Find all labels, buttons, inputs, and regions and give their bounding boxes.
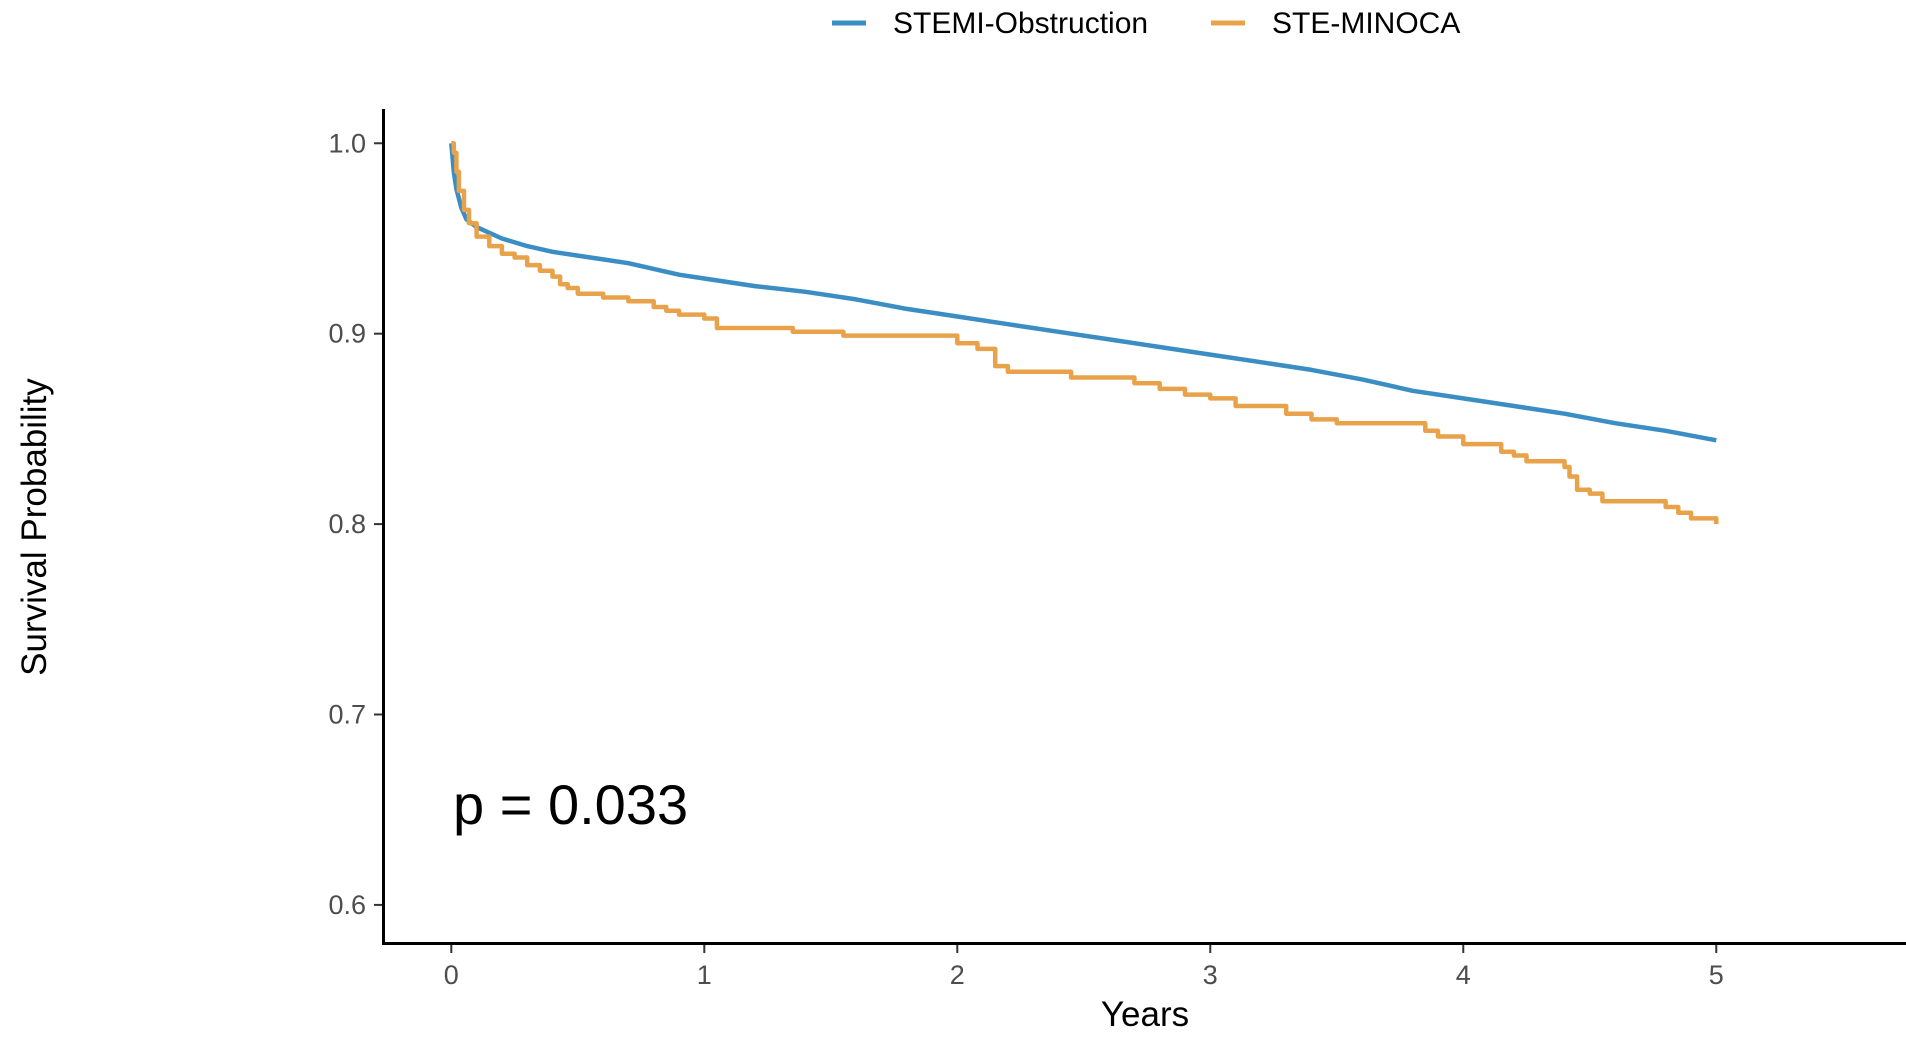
x-tick-label: 1 (697, 960, 712, 990)
y-tick-label: 0.7 (328, 700, 366, 730)
legend-label-ste-minoca: STE-MINOCA (1272, 7, 1460, 40)
y-axis-title: Survival Probability (15, 378, 54, 676)
x-tick-label: 0 (444, 960, 459, 990)
y-tick-label: 1.0 (328, 128, 366, 158)
y-tick-label: 0.6 (328, 890, 366, 920)
series-line-ste-minoca (451, 141, 1719, 525)
x-tick-label: 5 (1709, 960, 1724, 990)
x-tick-label: 3 (1203, 960, 1218, 990)
x-axis-title: Years (1101, 995, 1189, 1034)
y-tick-label: 0.9 (328, 319, 366, 349)
series-line-stemi-obstruction (449, 143, 1717, 443)
legend: STEMI-Obstruction STE-MINOCA (832, 7, 1460, 40)
y-axis-ticks: 0.6 0.7 0.8 0.9 1.0 (328, 128, 383, 920)
series-layer (449, 141, 1719, 525)
x-tick-label: 4 (1456, 960, 1471, 990)
x-tick-label: 2 (950, 960, 965, 990)
y-tick-label: 0.8 (328, 509, 366, 539)
legend-label-stemi-obstruction: STEMI-Obstruction (893, 7, 1148, 40)
x-axis-ticks: 0 1 2 3 4 5 (444, 944, 1724, 990)
p-value-annotation: p = 0.033 (453, 773, 688, 836)
